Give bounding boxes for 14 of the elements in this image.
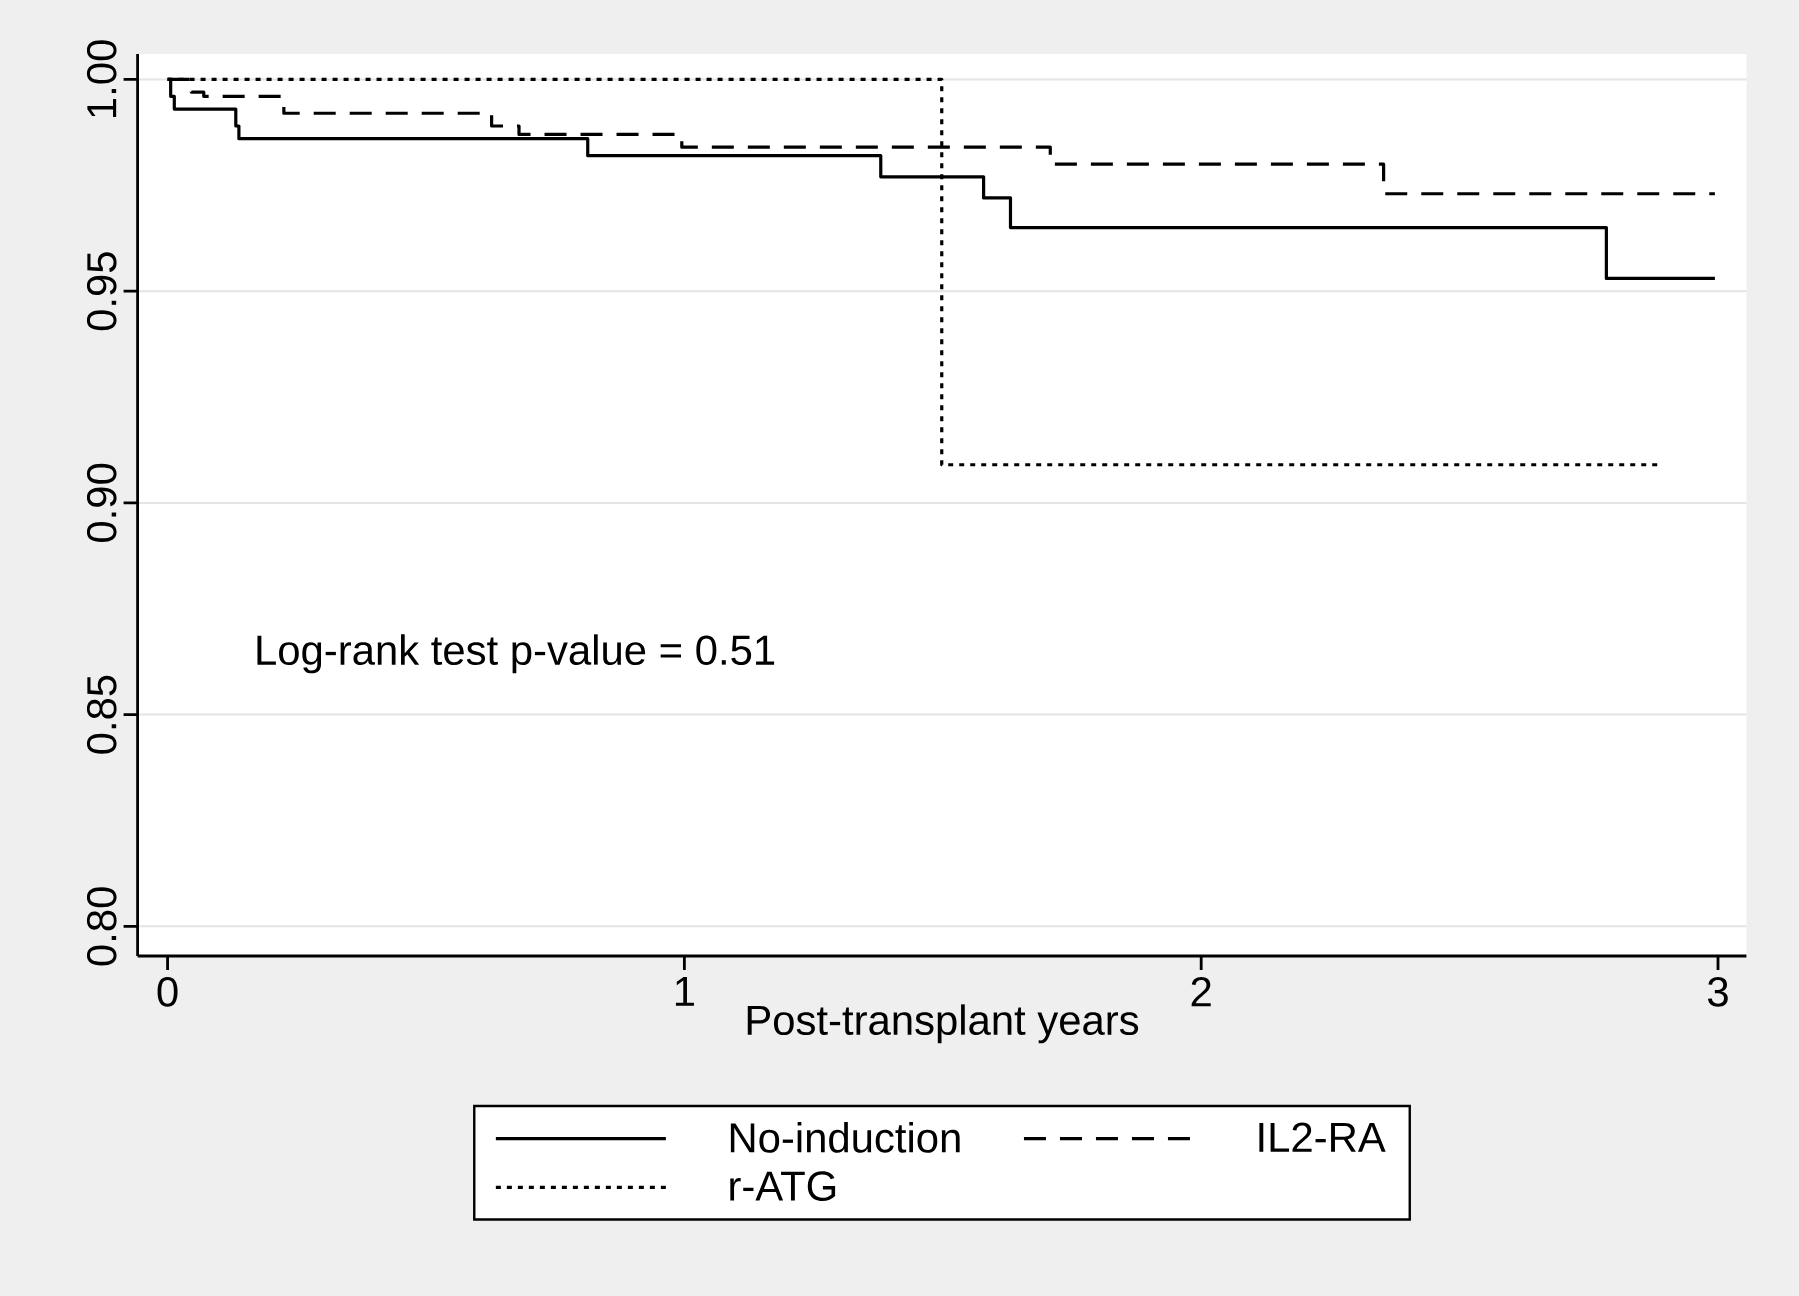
x-axis-title: Post-transplant years bbox=[747, 1004, 1139, 1044]
x-tick-label: 1 bbox=[675, 977, 694, 1006]
x-tick-label: 0 bbox=[157, 977, 178, 1007]
y-tick-label: 0.95 bbox=[86, 252, 117, 331]
legend-label: No-induction bbox=[730, 1122, 960, 1153]
annotation: Log-rank test p-value = 0.51 bbox=[257, 634, 775, 674]
x-tick-label: 3 bbox=[1707, 977, 1728, 1007]
y-tick-label: 1.00 bbox=[86, 40, 117, 117]
y-tick-label: 0.85 bbox=[86, 675, 117, 754]
y-tick-label: 0.80 bbox=[86, 887, 117, 966]
x-tick-label: 2 bbox=[1191, 977, 1211, 1007]
legend-label: r-ATG bbox=[730, 1171, 836, 1201]
legend-label: IL2-RA bbox=[1259, 1122, 1386, 1152]
y-tick-label: 0.90 bbox=[86, 463, 117, 542]
